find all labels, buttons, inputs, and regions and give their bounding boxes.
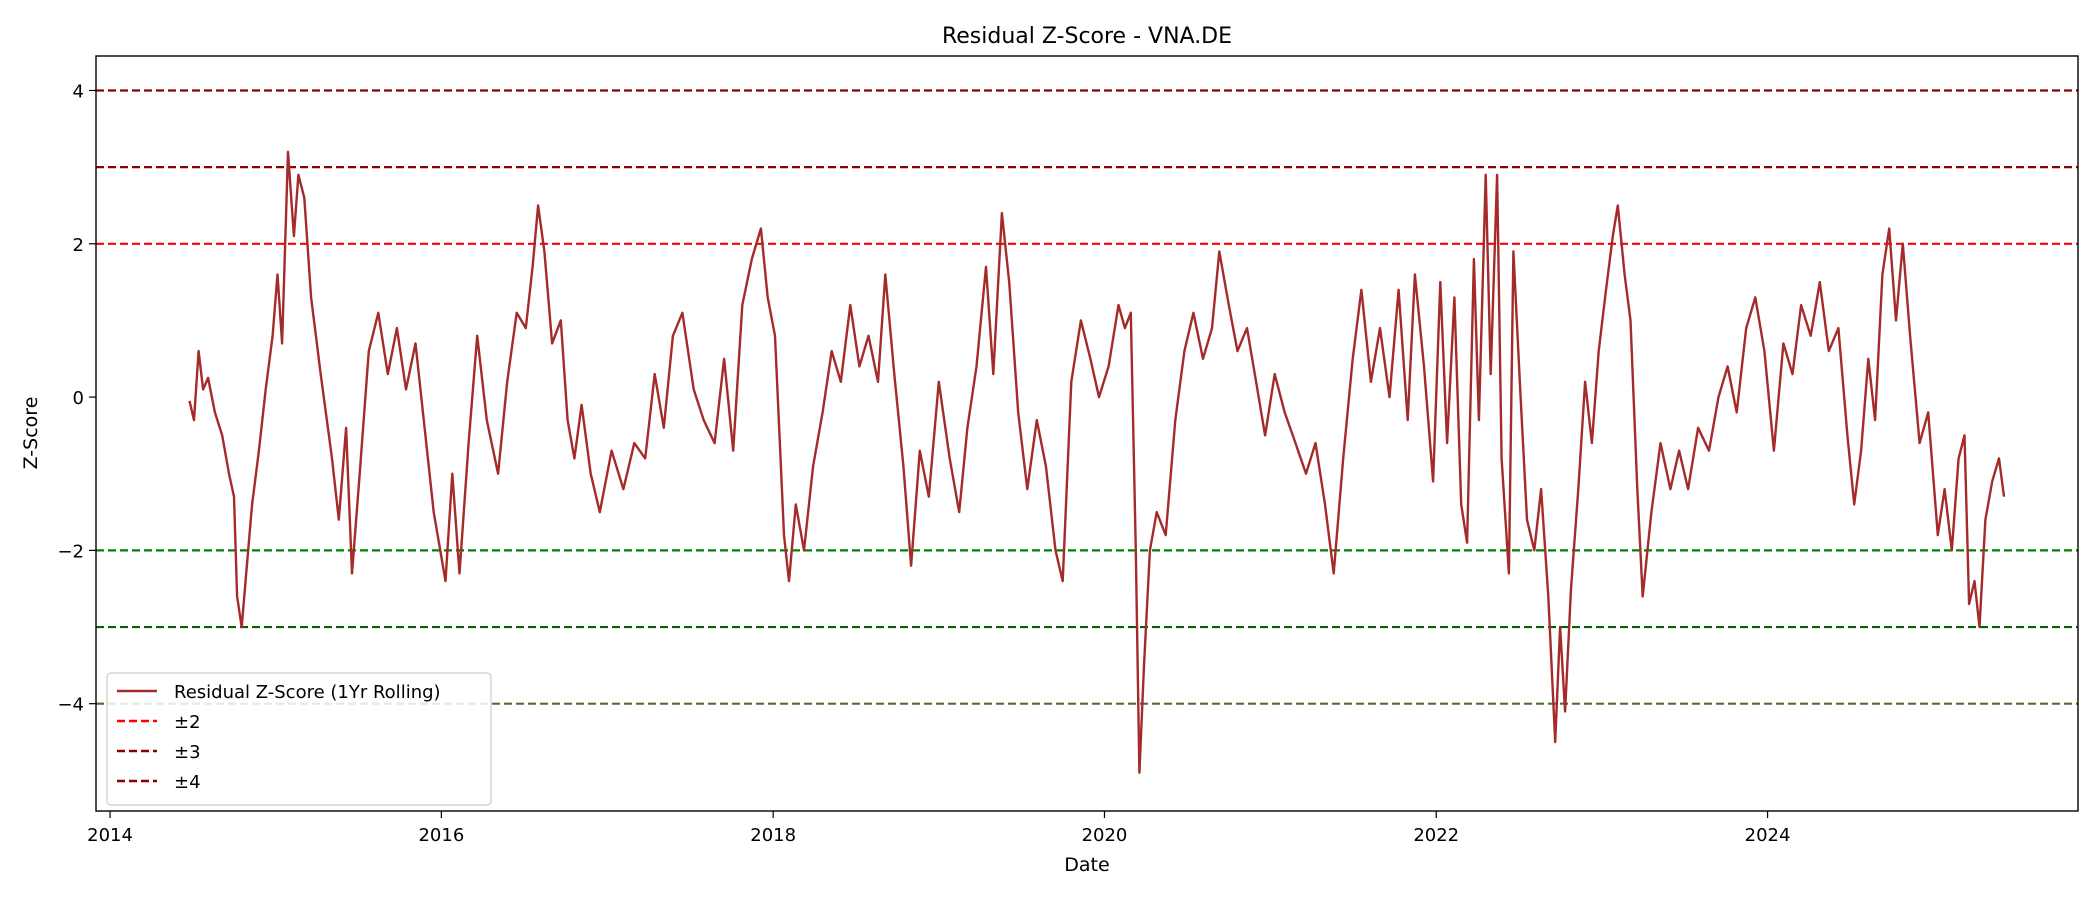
x-tick-label: 2020 (1082, 825, 1128, 846)
y-tick-label: −2 (57, 541, 84, 562)
series-layer (188, 150, 2006, 774)
reference-lines (96, 89, 2078, 705)
legend-box (106, 672, 492, 806)
series-line-0 (188, 150, 2006, 774)
y-tick-label: −4 (57, 695, 84, 716)
x-tick-label: 2016 (418, 825, 464, 846)
x-tick-label: 2022 (1413, 825, 1459, 846)
y-tick-label: 2 (73, 235, 84, 256)
legend-label: ±3 (174, 742, 201, 763)
legend-label: ±2 (174, 712, 201, 733)
x-tick-label: 2018 (750, 825, 796, 846)
legend: Residual Z-Score (1Yr Rolling) ±2 ±3 ±4 (106, 672, 492, 806)
x-tick-label: 2024 (1745, 825, 1791, 846)
x-tick-label: 2014 (87, 825, 133, 846)
y-axis-label: Z-Score (20, 397, 42, 470)
x-axis-label: Date (1064, 854, 1109, 876)
legend-label: ±4 (174, 772, 201, 793)
x-axis: 2014 2016 2018 2020 2022 2024 (87, 811, 1790, 846)
plot-area-frame (95, 55, 2079, 812)
y-tick-label: 4 (73, 81, 84, 102)
y-axis: 4 2 0 −2 −4 (57, 81, 96, 716)
legend-label: Residual Z-Score (1Yr Rolling) (174, 682, 441, 703)
y-tick-label: 0 (73, 388, 84, 409)
chart-title: Residual Z-Score - VNA.DE (942, 24, 1232, 49)
